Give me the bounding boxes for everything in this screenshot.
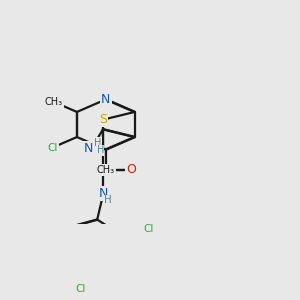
Text: S: S — [99, 113, 107, 126]
Text: CH₃: CH₃ — [97, 165, 115, 175]
Text: Cl: Cl — [76, 284, 86, 294]
Text: N: N — [101, 93, 110, 106]
Text: Cl: Cl — [47, 143, 58, 153]
Text: N: N — [98, 187, 108, 200]
Text: H: H — [94, 138, 101, 148]
Text: H: H — [97, 145, 104, 155]
Text: O: O — [126, 163, 136, 176]
Text: N: N — [84, 142, 93, 155]
Text: CH₃: CH₃ — [45, 97, 63, 107]
Text: Cl: Cl — [143, 224, 154, 234]
Text: H: H — [104, 195, 112, 205]
